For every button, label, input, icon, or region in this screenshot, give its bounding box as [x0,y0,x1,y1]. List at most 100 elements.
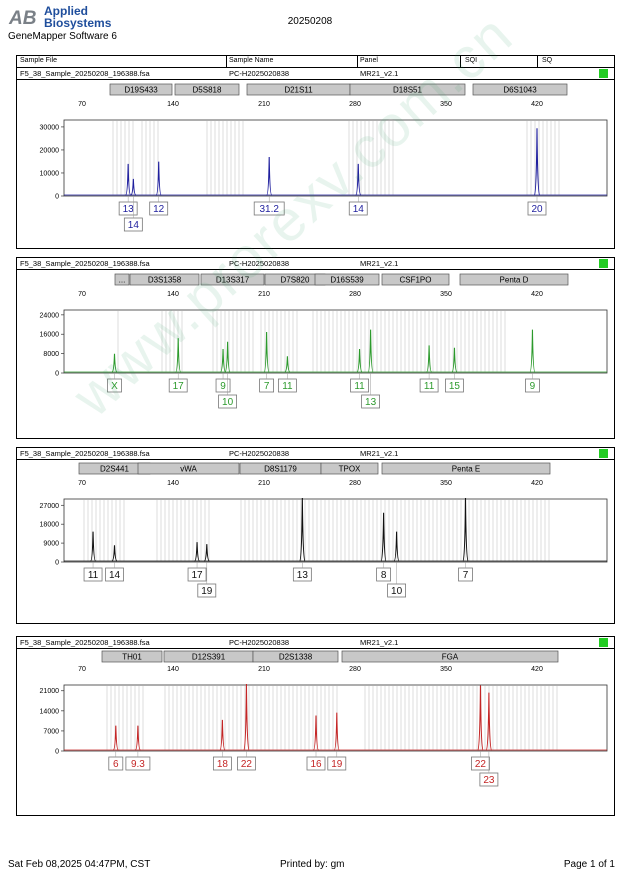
peak [299,497,306,562]
peak [134,725,141,751]
electropherogram-panel-green: F5_38_Sample_20250208_196388.fsa PC-H202… [16,257,615,439]
panel-name: MR21_v2.1 [360,449,399,458]
sizing-quality-indicator [599,449,608,458]
y-tick-label: 0 [55,371,59,378]
sample-name: PC-H2025020838 [229,638,290,647]
y-tick-label: 18000 [40,522,60,529]
panel-name: MR21_v2.1 [360,259,399,268]
peak [263,332,270,373]
allele-call-label: 14 [109,570,121,581]
allele-call: 11 [419,373,439,393]
peak [111,545,118,562]
allele-call: 6 [108,751,124,771]
x-tick-label: 70 [78,480,86,487]
sample-name: PC-H2025020838 [229,69,290,78]
allele-call-label: 14 [128,220,140,231]
allele-call: 12 [149,196,169,216]
peak [220,348,227,373]
locus-bin: D12S391 [163,650,254,663]
allele-call-label: 6 [113,759,119,770]
allele-call-label: 20 [531,204,543,215]
x-tick-label: 210 [258,666,270,673]
allele-call-label: X [111,381,118,392]
x-tick-label: 210 [258,101,270,108]
locus-bin: CSF1PO [381,273,450,286]
x-tick-label: 70 [78,291,86,298]
peak [112,725,119,751]
locus-label: D7S820 [281,276,310,285]
locus-bar [349,83,466,96]
allele-call: 13 [361,373,381,409]
col-sqi: SQI [465,57,478,64]
allele-call-label: 10 [222,397,234,408]
print-datetime: Sat Feb 08,2025 04:47PM, CST [8,859,151,870]
allele-call-label: 23 [483,775,495,786]
allele-call: 15 [445,373,464,393]
allele-call: 22 [471,751,490,771]
locus-bin: vWA [137,462,240,475]
x-tick-label: 210 [258,291,270,298]
peak [284,356,291,373]
locus-label: D3S1358 [148,276,182,285]
peak [462,497,469,562]
locus-bar [174,83,240,96]
y-tick-label: 24000 [40,312,60,319]
software-name: GeneMapper Software 6 [8,31,117,42]
y-tick-label: 0 [55,194,59,201]
sizing-quality-indicator [599,69,608,78]
locus-bar [114,273,130,286]
sample-file-name: F5_38_Sample_20250208_196388.fsa [20,259,150,268]
sizing-quality-indicator [599,638,608,647]
allele-call: 17 [168,373,188,393]
allele-call: 7 [458,562,473,582]
x-tick-label: 280 [349,101,361,108]
locus-bar [314,273,380,286]
locus-label: D16S539 [330,276,364,285]
peak [194,542,200,562]
allele-call: 17 [187,562,207,582]
allele-call-label: 12 [153,204,165,215]
allele-call-label: 14 [353,204,365,215]
locus-bar [129,273,200,286]
locus-label: vWA [180,465,197,474]
allele-call-label: 22 [241,759,253,770]
peak [529,329,536,373]
allele-call-label: 13 [297,570,309,581]
allele-call-label: 19 [201,586,213,597]
peak [380,512,387,562]
peak [393,531,400,562]
locus-bin: D21S11 [246,83,351,96]
y-tick-label: 9000 [43,541,59,548]
x-tick-label: 280 [349,291,361,298]
allele-call-label: 17 [191,570,203,581]
allele-call-label: 9.3 [131,759,145,770]
locus-label: CSF1PO [399,276,431,285]
peak [155,161,162,196]
locus-bar [381,273,450,286]
allele-call-label: 22 [475,759,487,770]
brand-name-line1: Applied [44,4,88,18]
peak [333,712,340,751]
x-tick-label: 140 [167,291,179,298]
allele-call: 11 [83,562,103,582]
y-tick-label: 7000 [43,728,59,735]
y-tick-label: 21000 [40,688,60,695]
locus-bar [137,462,240,475]
plot-frame [63,309,608,374]
allele-call: 13 [292,562,312,582]
applied-biosystems-logo: AB [8,6,40,29]
peak [130,178,137,196]
x-tick-label: 350 [440,101,452,108]
plot-frame [63,498,608,563]
locus-bin: D5S818 [174,83,240,96]
x-tick-label: 210 [258,480,270,487]
locus-bin: D16S539 [314,273,380,286]
locus-bar [101,650,163,663]
locus-label: D12S391 [192,653,226,662]
locus-label: D5S818 [193,86,222,95]
allele-call-label: 17 [173,381,185,392]
locus-bar [341,650,559,663]
y-tick-label: 14000 [40,708,60,715]
locus-bin: D18S51 [349,83,466,96]
